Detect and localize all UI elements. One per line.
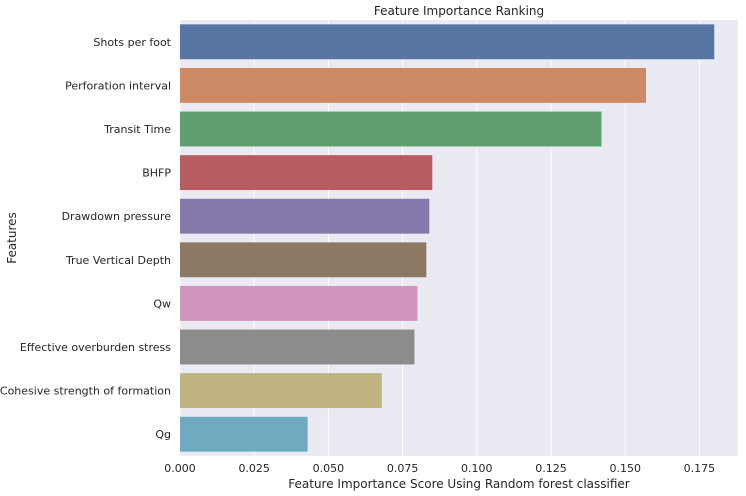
bar	[180, 416, 308, 452]
y-tick-label: Qg	[155, 428, 171, 441]
x-tick-label: 0.025	[238, 462, 270, 475]
x-tick-labels: 0.000 0.025 0.050 0.075 0.100 0.125 0.150 0.175	[164, 462, 715, 475]
y-tick-label: Qw	[153, 297, 171, 310]
y-tick-labels: Shots per foot Perforation interval Transi…	[0, 36, 172, 441]
x-tick-label: 0.000	[164, 462, 196, 475]
y-tick-label: Shots per foot	[93, 36, 171, 49]
x-axis-title: Feature Importance Score Using Random fo…	[288, 477, 630, 491]
bar	[180, 285, 418, 321]
bar	[180, 155, 433, 191]
x-tick-label: 0.075	[387, 462, 419, 475]
bars-group	[180, 24, 715, 452]
bar	[180, 242, 427, 278]
x-tick-label: 0.150	[609, 462, 641, 475]
y-tick-label: Perforation interval	[65, 79, 171, 92]
y-tick-label: Transit Time	[103, 123, 171, 136]
y-tick-label: Cohesive strength of formation	[0, 385, 171, 398]
y-tick-label: True Vertical Depth	[65, 254, 171, 267]
x-tick-label: 0.050	[313, 462, 345, 475]
bar	[180, 24, 715, 60]
x-tick-label: 0.175	[684, 462, 716, 475]
y-tick-label: BHFP	[142, 167, 171, 180]
y-tick-label: Effective overburden stress	[20, 341, 171, 354]
y-axis-title: Features	[5, 212, 19, 264]
x-tick-label: 0.125	[535, 462, 567, 475]
bar	[180, 329, 415, 365]
y-tick-label: Drawdown pressure	[62, 210, 172, 223]
bar	[180, 67, 646, 103]
chart-title: Feature Importance Ranking	[374, 4, 544, 18]
x-tick-label: 0.100	[461, 462, 493, 475]
bar	[180, 373, 382, 409]
bar	[180, 198, 430, 234]
bar	[180, 111, 602, 147]
